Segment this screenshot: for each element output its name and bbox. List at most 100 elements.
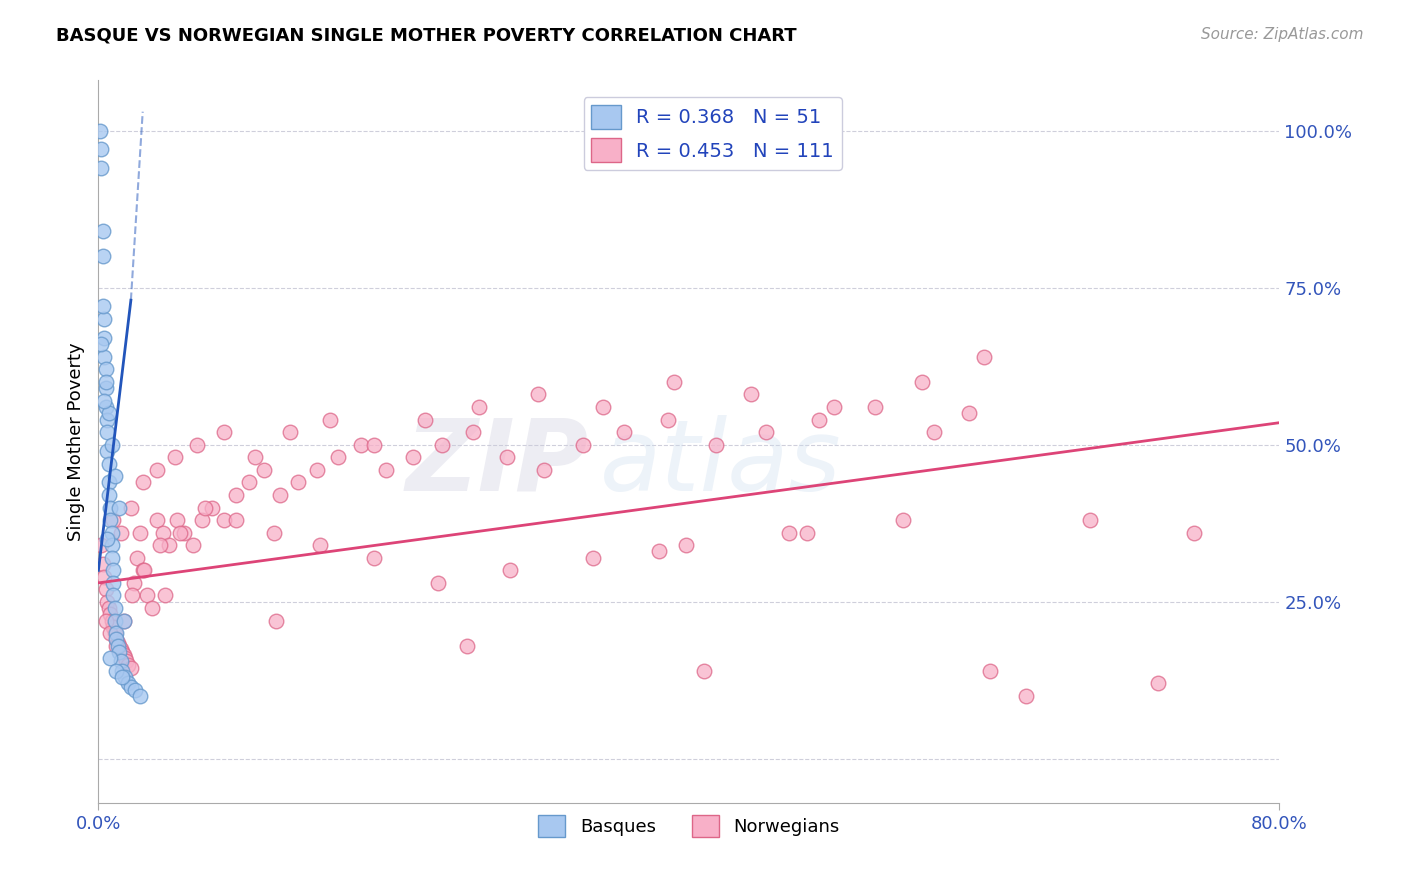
Point bbox=[225, 513, 247, 527]
Point bbox=[107, 635, 129, 649]
Point bbox=[427, 575, 450, 590]
Point bbox=[90, 538, 112, 552]
Point bbox=[432, 438, 454, 452]
Text: BASQUE VS NORWEGIAN SINGLE MOTHER POVERTY CORRELATION CHART: BASQUE VS NORWEGIAN SINGLE MOTHER POVERT… bbox=[56, 27, 797, 45]
Point bbox=[104, 469, 127, 483]
Point bbox=[104, 626, 127, 640]
Point bbox=[98, 513, 121, 527]
Point bbox=[128, 689, 150, 703]
Point bbox=[105, 639, 128, 653]
Point bbox=[96, 595, 118, 609]
Point bbox=[413, 412, 436, 426]
Point bbox=[100, 525, 122, 540]
Point bbox=[592, 400, 614, 414]
Point bbox=[468, 400, 491, 414]
Point bbox=[94, 614, 117, 628]
Point bbox=[153, 589, 176, 603]
Point bbox=[648, 544, 671, 558]
Point bbox=[93, 331, 115, 345]
Point bbox=[657, 412, 679, 426]
Point bbox=[110, 525, 132, 540]
Point bbox=[100, 614, 122, 628]
Point bbox=[979, 664, 1001, 678]
Point bbox=[1147, 676, 1170, 690]
Point bbox=[238, 475, 260, 490]
Point bbox=[146, 463, 169, 477]
Point bbox=[91, 224, 114, 238]
Point bbox=[305, 463, 328, 477]
Point bbox=[96, 425, 118, 439]
Point bbox=[571, 438, 593, 452]
Point bbox=[212, 425, 235, 439]
Point bbox=[225, 488, 247, 502]
Point bbox=[94, 362, 117, 376]
Point bbox=[287, 475, 309, 490]
Point bbox=[149, 538, 172, 552]
Point bbox=[115, 655, 138, 669]
Point bbox=[93, 312, 115, 326]
Point bbox=[675, 538, 697, 552]
Point bbox=[94, 582, 117, 597]
Point bbox=[755, 425, 778, 439]
Point bbox=[108, 639, 131, 653]
Point bbox=[93, 393, 115, 408]
Point bbox=[91, 557, 114, 571]
Point bbox=[114, 670, 136, 684]
Point bbox=[463, 425, 485, 439]
Point bbox=[108, 500, 131, 515]
Point bbox=[96, 444, 118, 458]
Point bbox=[269, 488, 291, 502]
Point bbox=[105, 664, 128, 678]
Point bbox=[100, 550, 122, 565]
Point bbox=[122, 575, 145, 590]
Point bbox=[807, 412, 830, 426]
Point bbox=[134, 563, 156, 577]
Point bbox=[111, 664, 134, 678]
Point bbox=[704, 438, 727, 452]
Point bbox=[96, 412, 118, 426]
Point bbox=[823, 400, 845, 414]
Point bbox=[1014, 689, 1036, 703]
Point bbox=[111, 670, 134, 684]
Point bbox=[796, 525, 818, 540]
Point bbox=[253, 463, 276, 477]
Point bbox=[911, 375, 934, 389]
Point bbox=[100, 438, 122, 452]
Point bbox=[103, 589, 125, 603]
Point bbox=[93, 569, 115, 583]
Point bbox=[740, 387, 762, 401]
Point bbox=[97, 488, 120, 502]
Point bbox=[141, 601, 163, 615]
Point bbox=[350, 438, 373, 452]
Point bbox=[91, 300, 114, 314]
Point bbox=[108, 645, 131, 659]
Point bbox=[120, 680, 142, 694]
Point bbox=[152, 525, 174, 540]
Point bbox=[169, 525, 191, 540]
Point bbox=[104, 614, 127, 628]
Point bbox=[319, 412, 342, 426]
Point bbox=[499, 563, 522, 577]
Text: atlas: atlas bbox=[600, 415, 842, 512]
Point bbox=[527, 387, 550, 401]
Point bbox=[97, 406, 120, 420]
Point bbox=[533, 463, 555, 477]
Point bbox=[186, 438, 208, 452]
Point bbox=[402, 450, 425, 465]
Point bbox=[973, 350, 995, 364]
Legend: Basques, Norwegians: Basques, Norwegians bbox=[531, 808, 846, 845]
Point bbox=[90, 161, 112, 176]
Point bbox=[363, 550, 385, 565]
Point bbox=[120, 661, 142, 675]
Point bbox=[94, 381, 117, 395]
Point bbox=[1080, 513, 1102, 527]
Point bbox=[94, 400, 117, 414]
Point bbox=[191, 513, 214, 527]
Point bbox=[613, 425, 636, 439]
Point bbox=[1284, 174, 1306, 188]
Point bbox=[132, 475, 155, 490]
Point bbox=[112, 648, 135, 662]
Point bbox=[664, 375, 686, 389]
Point bbox=[582, 550, 605, 565]
Point bbox=[136, 589, 159, 603]
